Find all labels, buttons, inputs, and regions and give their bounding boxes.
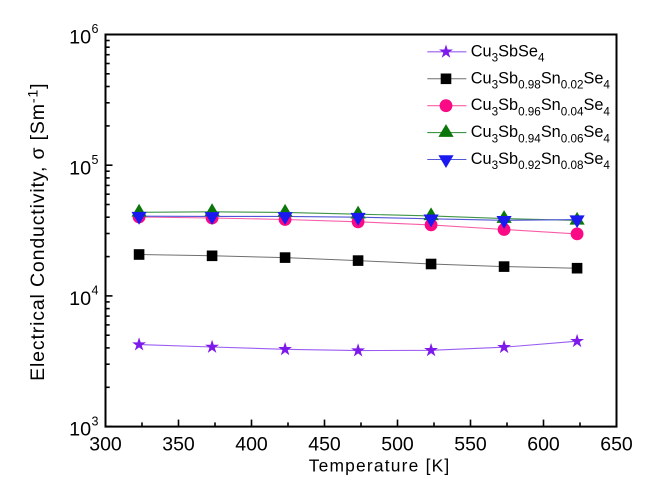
svg-text:350: 350 bbox=[162, 433, 195, 455]
svg-text:300: 300 bbox=[89, 433, 122, 455]
svg-text:450: 450 bbox=[308, 433, 341, 455]
svg-text:4: 4 bbox=[92, 284, 99, 298]
svg-text:5: 5 bbox=[92, 153, 99, 167]
svg-text:Cu3​Sb0.96​Sn0.04​Se4​: Cu3​Sb0.96​Sn0.04​Se4​ bbox=[471, 96, 611, 118]
svg-text:Cu3​SbSe4​: Cu3​SbSe4​ bbox=[471, 42, 545, 64]
svg-text:500: 500 bbox=[381, 433, 414, 455]
svg-text:6: 6 bbox=[92, 22, 99, 36]
svg-text:10: 10 bbox=[69, 27, 91, 49]
svg-text:Cu3​Sb0.98​Sn0.02​Se4​: Cu3​Sb0.98​Sn0.02​Se4​ bbox=[471, 69, 611, 91]
svg-text:10: 10 bbox=[69, 419, 91, 441]
svg-text:3: 3 bbox=[92, 414, 99, 428]
svg-text:600: 600 bbox=[527, 433, 560, 455]
svg-text:Cu3​Sb0.92​Sn0.08​Se4​: Cu3​Sb0.92​Sn0.08​Se4​ bbox=[471, 150, 611, 172]
svg-text:Electrical Conductivity, σ [Sm: Electrical Conductivity, σ [Sm-1] bbox=[26, 83, 49, 381]
svg-text:Cu3​Sb0.94​Sn0.06​Se4​: Cu3​Sb0.94​Sn0.06​Se4​ bbox=[471, 123, 611, 145]
svg-text:10: 10 bbox=[69, 157, 91, 179]
svg-text:Temperature [K]: Temperature [K] bbox=[309, 455, 451, 475]
svg-text:550: 550 bbox=[454, 433, 487, 455]
svg-text:650: 650 bbox=[600, 433, 633, 455]
svg-text:400: 400 bbox=[235, 433, 268, 455]
svg-text:10: 10 bbox=[69, 288, 91, 310]
